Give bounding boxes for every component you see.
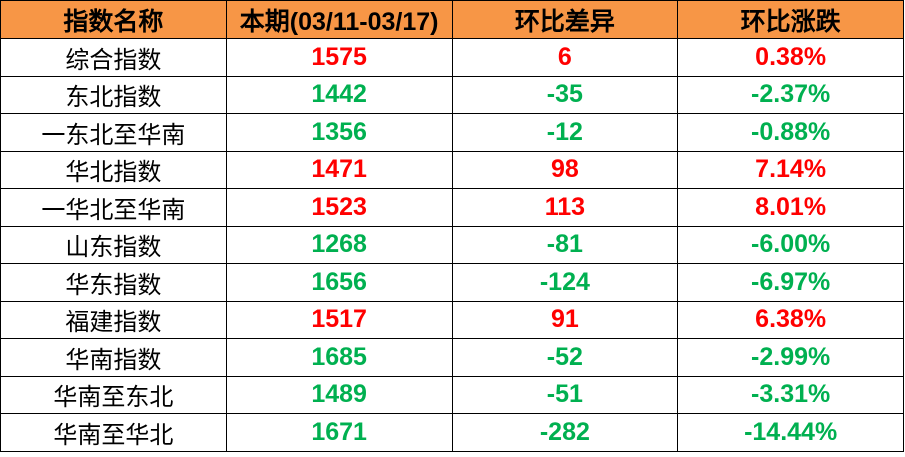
- change-pct-cell: -14.44%: [677, 413, 904, 452]
- index-name-cell: 一华北至华南: [0, 188, 227, 227]
- index-name-cell: 山东指数: [0, 225, 227, 264]
- change-pct-cell: -6.00%: [677, 225, 904, 264]
- header-index-name: 指数名称: [0, 0, 227, 39]
- change-cell: 6: [451, 38, 679, 77]
- header-change: 环比差异: [451, 0, 679, 39]
- table-row: 一华北至华南 1523 113 8.01%: [0, 188, 904, 227]
- change-pct-cell: 7.14%: [677, 150, 904, 189]
- current-value-cell: 1489: [225, 375, 453, 414]
- table-row: 华南指数 1685 -52 -2.99%: [0, 338, 904, 377]
- current-value-cell: 1575: [225, 38, 453, 77]
- index-name-cell: 福建指数: [0, 300, 227, 339]
- current-value-cell: 1442: [225, 75, 453, 114]
- change-cell: -124: [451, 263, 679, 302]
- change-pct-cell: 6.38%: [677, 300, 904, 339]
- change-cell: 113: [451, 188, 679, 227]
- table-row: 华南至东北 1489 -51 -3.31%: [0, 375, 904, 414]
- change-pct-cell: 8.01%: [677, 188, 904, 227]
- index-name-cell: 华南至华北: [0, 413, 227, 452]
- current-value-cell: 1656: [225, 263, 453, 302]
- index-name-cell: 综合指数: [0, 38, 227, 77]
- header-current-period: 本期(03/11-03/17): [225, 0, 453, 39]
- index-name-cell: 华北指数: [0, 150, 227, 189]
- index-name-cell: 华南至东北: [0, 375, 227, 414]
- current-value-cell: 1268: [225, 225, 453, 264]
- index-name-cell: 一东北至华南: [0, 113, 227, 152]
- change-cell: 98: [451, 150, 679, 189]
- change-cell: 91: [451, 300, 679, 339]
- table-row: 福建指数 1517 91 6.38%: [0, 300, 904, 339]
- current-value-cell: 1685: [225, 338, 453, 377]
- change-cell: -81: [451, 225, 679, 264]
- change-cell: -282: [451, 413, 679, 452]
- current-value-cell: 1671: [225, 413, 453, 452]
- change-cell: -51: [451, 375, 679, 414]
- table-row: 东北指数 1442 -35 -2.37%: [0, 75, 904, 114]
- current-value-cell: 1523: [225, 188, 453, 227]
- table-row: 综合指数 1575 6 0.38%: [0, 38, 904, 77]
- change-pct-cell: -3.31%: [677, 375, 904, 414]
- index-name-cell: 华东指数: [0, 263, 227, 302]
- change-pct-cell: 0.38%: [677, 38, 904, 77]
- header-row: 指数名称 本期(03/11-03/17) 环比差异 环比涨跌: [0, 0, 904, 39]
- table-row: 山东指数 1268 -81 -6.00%: [0, 225, 904, 264]
- change-pct-cell: -2.37%: [677, 75, 904, 114]
- table-row: 华南至华北 1671 -282 -14.44%: [0, 413, 904, 452]
- change-cell: -35: [451, 75, 679, 114]
- change-cell: -12: [451, 113, 679, 152]
- table-row: 华东指数 1656 -124 -6.97%: [0, 263, 904, 302]
- change-pct-cell: -6.97%: [677, 263, 904, 302]
- change-cell: -52: [451, 338, 679, 377]
- header-change-pct: 环比涨跌: [677, 0, 904, 39]
- index-name-cell: 东北指数: [0, 75, 227, 114]
- table-row: 一东北至华南 1356 -12 -0.88%: [0, 113, 904, 152]
- table-row: 华北指数 1471 98 7.14%: [0, 150, 904, 189]
- index-name-cell: 华南指数: [0, 338, 227, 377]
- current-value-cell: 1471: [225, 150, 453, 189]
- change-pct-cell: -0.88%: [677, 113, 904, 152]
- current-value-cell: 1517: [225, 300, 453, 339]
- change-pct-cell: -2.99%: [677, 338, 904, 377]
- current-value-cell: 1356: [225, 113, 453, 152]
